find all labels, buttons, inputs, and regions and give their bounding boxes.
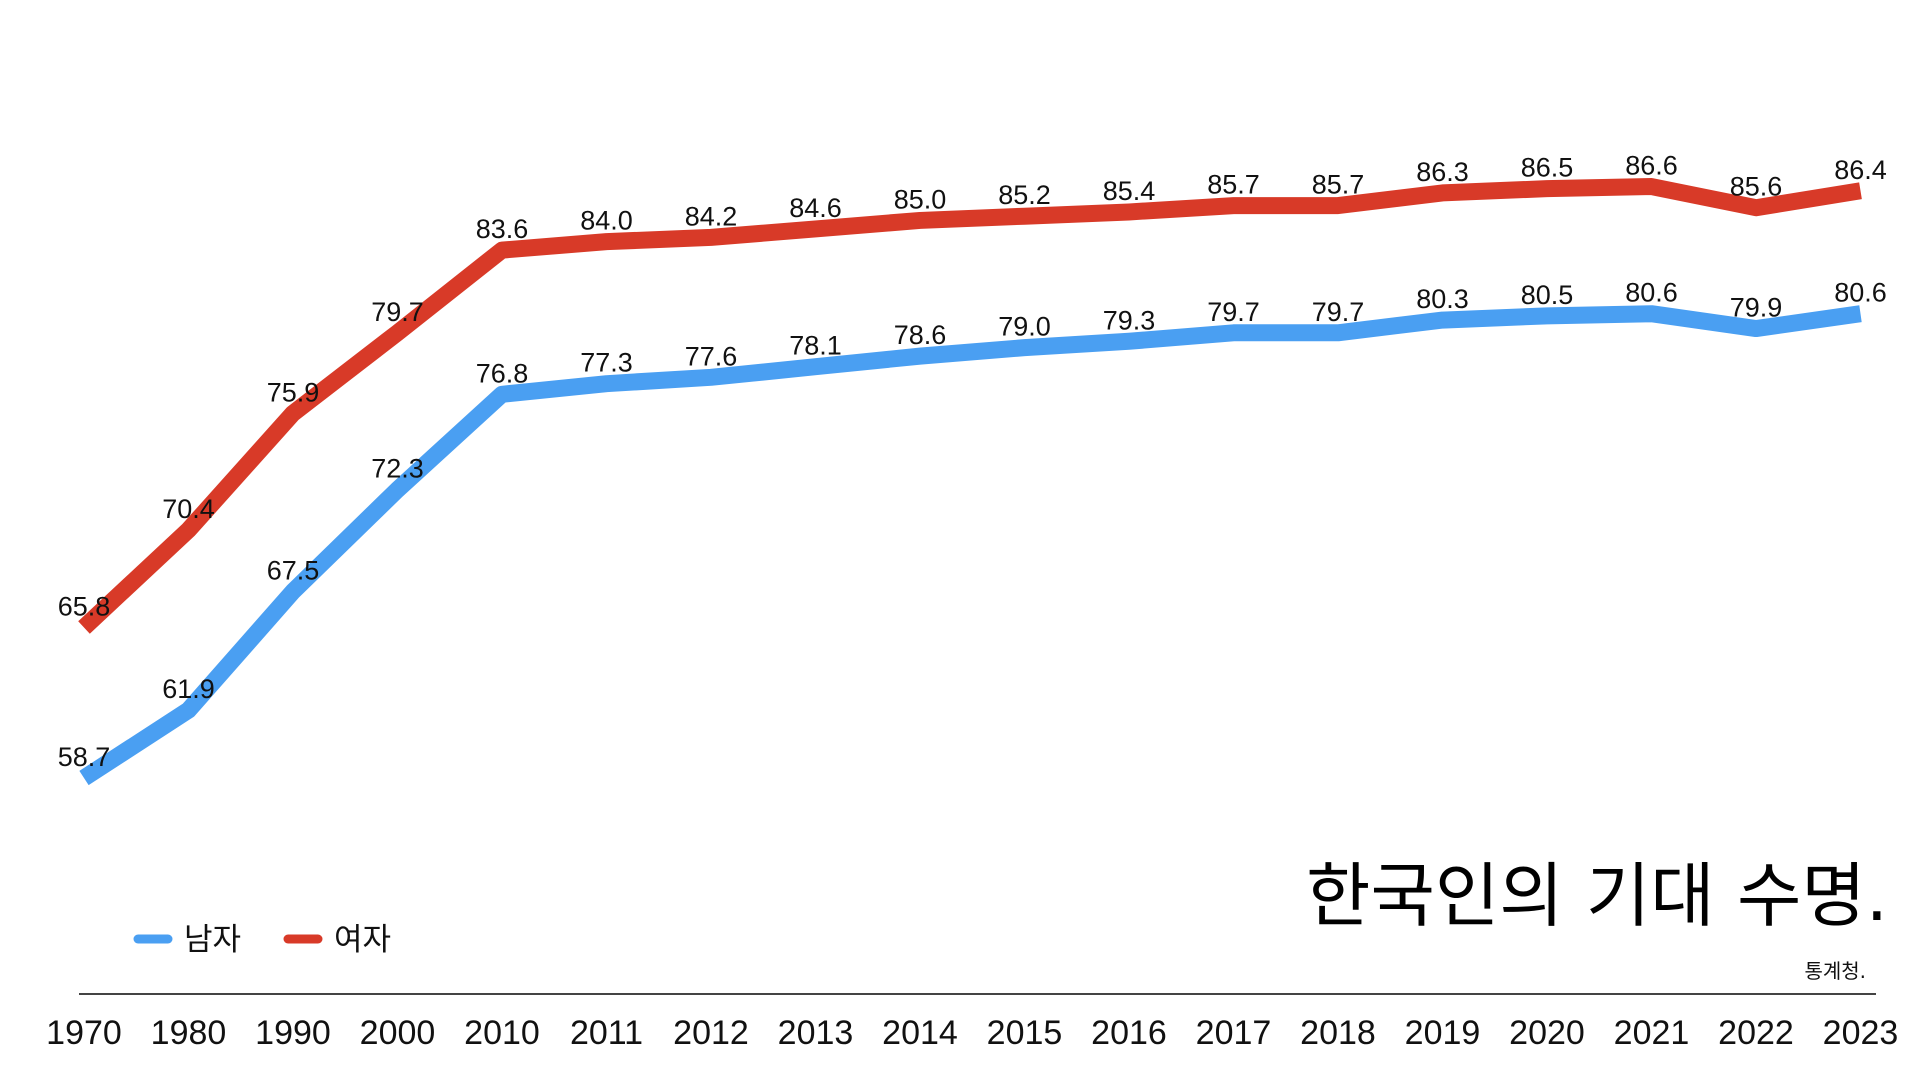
data-label-female: 83.6	[476, 214, 529, 244]
data-label-male: 61.9	[162, 674, 215, 704]
x-tick-label: 2016	[1091, 1014, 1167, 1052]
x-tick-label: 2000	[360, 1014, 436, 1052]
data-label-male: 80.3	[1416, 284, 1469, 314]
x-tick-label: 2021	[1614, 1014, 1690, 1052]
legend-label-male: 남자	[184, 922, 241, 958]
data-label-male: 80.6	[1834, 278, 1887, 308]
x-tick-label: 2017	[1196, 1014, 1272, 1052]
legend-item-female: 여자	[283, 922, 391, 958]
data-label-female: 85.4	[1103, 176, 1156, 206]
data-label-male: 77.6	[685, 341, 738, 371]
x-tick-label: 2014	[882, 1014, 958, 1052]
data-label-male: 67.5	[267, 555, 320, 585]
legend-item-male: 남자	[133, 922, 241, 958]
data-label-female: 86.6	[1625, 151, 1678, 181]
x-tick-label: 1970	[46, 1014, 122, 1052]
x-axis-tick-labels: 1970 1980 1990 2000 2010 2011 2012 2013 2014 2015…	[46, 1014, 1898, 1052]
data-label-female: 79.7	[371, 297, 424, 327]
x-tick-label: 2012	[673, 1014, 749, 1052]
source-label: 통계청.	[1804, 959, 1866, 983]
data-label-female: 85.0	[894, 184, 947, 214]
data-label-male: 78.1	[789, 331, 842, 361]
x-tick-label: 1990	[255, 1014, 331, 1052]
data-label-female: 85.7	[1207, 170, 1260, 200]
chart-title: 한국인의 기대 수명.	[1306, 855, 1888, 937]
data-label-female: 84.6	[789, 193, 842, 223]
data-label-male: 79.0	[998, 312, 1051, 342]
data-label-female: 85.7	[1312, 170, 1365, 200]
data-label-male: 79.7	[1207, 297, 1260, 327]
data-label-female: 86.5	[1521, 153, 1574, 183]
x-tick-label: 2013	[778, 1014, 854, 1052]
legend: 남자 여자	[133, 922, 391, 958]
x-tick-label: 2015	[987, 1014, 1063, 1052]
data-label-male: 80.6	[1625, 278, 1678, 308]
data-label-male: 79.7	[1312, 297, 1365, 327]
data-label-female: 85.2	[998, 180, 1051, 210]
legend-label-female: 여자	[334, 922, 391, 958]
data-label-male: 58.7	[58, 742, 111, 772]
x-tick-label: 2011	[570, 1014, 643, 1052]
x-tick-label: 2023	[1823, 1014, 1899, 1052]
data-label-female: 84.2	[685, 201, 738, 231]
x-tick-label: 2018	[1300, 1014, 1376, 1052]
data-label-female: 86.3	[1416, 157, 1469, 187]
data-label-female: 65.8	[58, 591, 111, 621]
x-tick-label: 2019	[1405, 1014, 1481, 1052]
series-line-female	[78, 178, 1862, 634]
data-label-male: 79.9	[1730, 293, 1783, 323]
data-label-female: 70.4	[162, 494, 215, 524]
x-tick-label: 2022	[1718, 1014, 1794, 1052]
data-label-female: 75.9	[267, 377, 320, 407]
x-tick-label: 2010	[464, 1014, 540, 1052]
data-label-male: 77.3	[580, 348, 633, 378]
series-lines	[78, 178, 1862, 786]
data-label-male: 80.5	[1521, 280, 1574, 310]
x-tick-label: 2020	[1509, 1014, 1585, 1052]
data-label-female: 84.0	[580, 206, 633, 236]
series-line-male	[79, 305, 1862, 786]
data-label-male: 79.3	[1103, 305, 1156, 335]
data-label-male: 78.6	[894, 320, 947, 350]
data-label-female: 85.6	[1730, 172, 1783, 202]
data-label-male: 76.8	[476, 358, 529, 388]
data-labels: 58.7 61.9 67.5 72.3 76.8 77.3 77.6 78.1 78.6 79.0…	[58, 151, 1887, 772]
data-label-male: 72.3	[371, 454, 424, 484]
x-tick-label: 1980	[151, 1014, 227, 1052]
data-label-female: 86.4	[1834, 155, 1887, 185]
